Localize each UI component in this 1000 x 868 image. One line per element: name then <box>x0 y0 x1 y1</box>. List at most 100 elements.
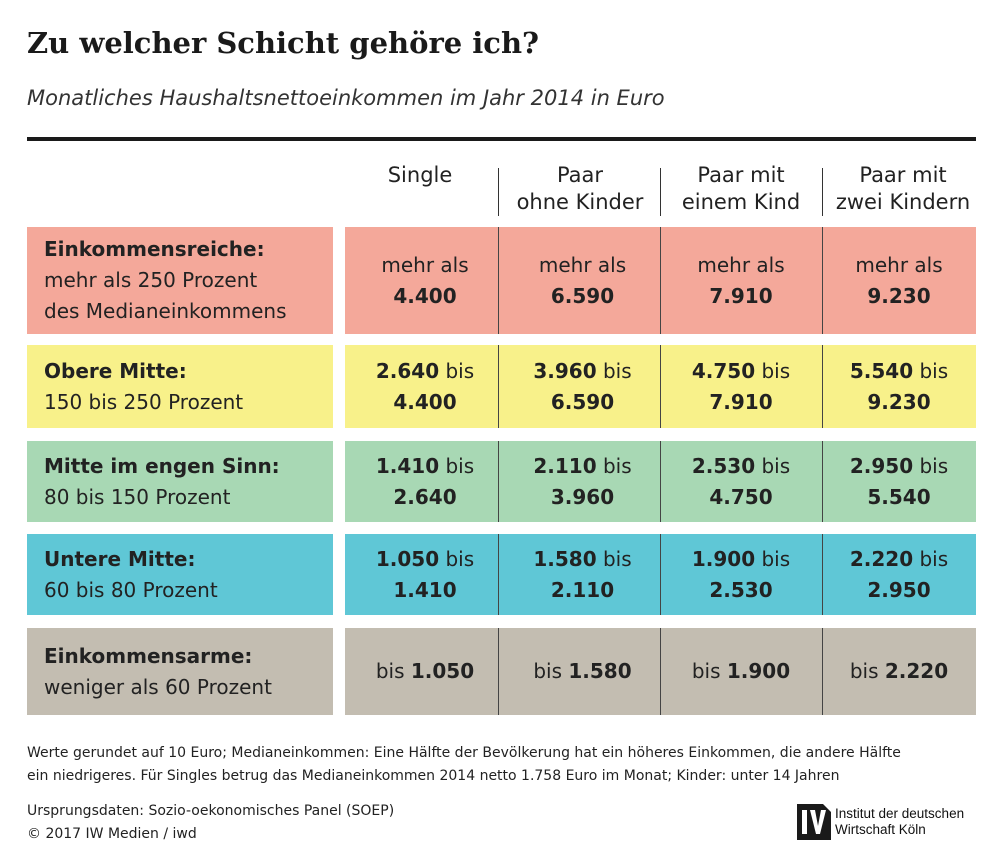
cell-divider <box>660 345 661 428</box>
cell-line: bis 1.580 <box>533 656 631 687</box>
table-cell: 1.050 bis 1.410 <box>345 534 505 615</box>
cell-connector: bis <box>596 453 632 478</box>
column-header-line: Paar mit <box>697 163 785 187</box>
cell-value: 7.910 <box>709 283 773 308</box>
cell-line: 4.400 <box>393 281 456 312</box>
cell-divider <box>660 628 661 715</box>
cell-line: 4.750 <box>709 482 772 513</box>
row-label-desc: 80 bis 150 Prozent <box>44 484 231 509</box>
chart-subtitle: Monatliches Haushaltsnettoeinkommen im J… <box>27 86 665 110</box>
cell-line: 6.590 <box>551 387 614 418</box>
cell-value-low: 2.530 <box>691 453 756 478</box>
column-header: Paar mit einem Kind <box>666 162 816 218</box>
cell-line: 2.640 bis <box>376 356 474 387</box>
cell-line: mehr als <box>539 250 626 281</box>
column-header-line: Single <box>387 163 453 187</box>
table-cell: bis 2.220 <box>822 628 976 715</box>
cell-prefix: mehr als <box>538 252 627 277</box>
cell-connector: bis <box>755 546 791 571</box>
cell-value-high: 1.410 <box>393 577 457 602</box>
footnote-line: Werte gerundet auf 10 Euro; Medianeinkom… <box>27 745 901 761</box>
cell-connector: bis <box>596 546 632 571</box>
table-cell: bis 1.050 <box>345 628 505 715</box>
row-label: Obere Mitte: 150 bis 250 Prozent <box>27 345 333 428</box>
table-cell: 1.580 bis 2.110 <box>505 534 660 615</box>
iw-logo-text: Institut der deutschen Wirtschaft Köln <box>835 806 964 838</box>
logo-line: Institut der deutschen <box>835 806 965 821</box>
cell-value-low: 2.950 <box>849 453 914 478</box>
cell-divider <box>822 227 823 334</box>
cell-line: bis 2.220 <box>850 656 948 687</box>
cell-line: 2.530 <box>709 575 772 606</box>
cell-connector: bis <box>439 358 475 383</box>
cell-value: 1.050 <box>410 659 475 683</box>
row-label-desc: mehr als 250 Prozent <box>44 268 258 292</box>
row-cells: mehr als 4.400 mehr als 6.590 mehr als 7.910 m… <box>345 227 976 334</box>
cell-value-low: 1.050 <box>375 546 440 571</box>
cell-prefix: mehr als <box>697 252 785 277</box>
column-header-line: Paar <box>556 163 604 187</box>
cell-value-low: 2.220 <box>849 546 914 571</box>
cell-value-high: 5.540 <box>867 484 931 509</box>
cell-value-high: 9.230 <box>867 389 931 414</box>
cell-divider <box>660 441 661 522</box>
table-cell: mehr als 9.230 <box>822 227 976 334</box>
cell-line: 2.950 bis <box>850 451 948 482</box>
table-cell: mehr als 6.590 <box>505 227 660 334</box>
table-cell: 1.900 bis 2.530 <box>660 534 822 615</box>
cell-line: bis 1.900 <box>692 656 790 687</box>
table-cell: 2.530 bis 4.750 <box>660 441 822 522</box>
cell-value-low: 5.540 <box>849 358 914 383</box>
cell-divider <box>498 227 499 334</box>
cell-value-high: 7.910 <box>709 389 773 414</box>
cell-divider <box>498 628 499 715</box>
cell-connector: bis <box>755 453 791 478</box>
iw-logo: Institut der deutschen Wirtschaft Köln <box>795 800 975 844</box>
cell-line: 2.110 bis <box>533 451 631 482</box>
row-cells: 1.050 bis 1.410 1.580 bis 2.110 1.900 bis 2.5… <box>345 534 976 615</box>
cell-line: mehr als <box>697 250 784 281</box>
cell-value: 1.900 <box>726 659 791 683</box>
cell-value-high: 4.400 <box>393 389 457 414</box>
row-label-name: Einkommensreiche: <box>44 237 265 261</box>
table-cell: 2.110 bis 3.960 <box>505 441 660 522</box>
table-cell: 5.540 bis 9.230 <box>822 345 976 428</box>
cell-line: 6.590 <box>551 281 614 312</box>
iw-logo-icon <box>795 800 833 844</box>
cell-value-high: 2.530 <box>709 577 773 602</box>
row-label: Untere Mitte: 60 bis 80 Prozent <box>27 534 333 615</box>
cell-value: 9.230 <box>867 283 931 308</box>
cell-line: 5.540 <box>867 482 930 513</box>
row-cells: 1.410 bis 2.640 2.110 bis 3.960 2.530 bis 4.7… <box>345 441 976 522</box>
cell-line: 4.750 bis <box>692 356 790 387</box>
cell-line: bis 1.050 <box>376 656 474 687</box>
row-label: Einkommensarme: weniger als 60 Prozent <box>27 628 333 715</box>
cell-divider <box>498 345 499 428</box>
row-label-desc: des Medianeinkommens <box>44 299 287 323</box>
cell-value-low: 1.900 <box>691 546 756 571</box>
cell-line: 4.400 <box>393 387 456 418</box>
cell-line: 2.110 <box>551 575 614 606</box>
row-label: Mitte im engen Sinn: 80 bis 150 Prozent <box>27 441 333 522</box>
cell-divider <box>660 534 661 615</box>
cell-prefix: mehr als <box>381 252 469 277</box>
cell-value-high: 2.640 <box>393 484 457 509</box>
column-header-line: ohne Kinder <box>516 190 644 214</box>
column-header-line: Paar mit <box>859 163 947 187</box>
cell-divider <box>822 628 823 715</box>
cell-connector: bis <box>596 358 632 383</box>
table-cell: 1.410 bis 2.640 <box>345 441 505 522</box>
row-label: Einkommensreiche: mehr als 250 Prozent des… <box>27 227 333 334</box>
footnote-line: ein niedrigeres. Für Singles betrug das … <box>27 768 840 784</box>
table-cell: 2.950 bis 5.540 <box>822 441 976 522</box>
chart-title: Zu welcher Schicht gehöre ich? <box>27 26 540 60</box>
footnote: Werte gerundet auf 10 Euro; Medianeinkom… <box>27 742 967 788</box>
cell-connector: bis <box>755 358 791 383</box>
cell-connector: bis <box>439 453 475 478</box>
cell-divider <box>660 227 661 334</box>
column-header-divider <box>498 168 499 216</box>
logo-line: Wirtschaft Köln <box>835 822 926 837</box>
cell-value: 4.400 <box>393 283 457 308</box>
cell-line: 3.960 bis <box>533 356 631 387</box>
cell-value-low: 2.110 <box>533 453 597 478</box>
